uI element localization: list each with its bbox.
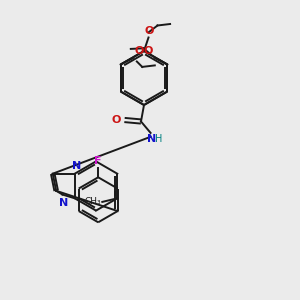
Text: CH₃: CH₃ — [84, 197, 101, 206]
Text: O: O — [112, 115, 121, 125]
Text: O: O — [135, 46, 144, 56]
Text: H: H — [155, 134, 163, 144]
Text: O: O — [144, 46, 153, 56]
Text: N: N — [59, 198, 69, 208]
Text: N: N — [147, 134, 156, 144]
Text: F: F — [94, 156, 102, 166]
Text: O: O — [144, 26, 154, 36]
Text: N: N — [72, 161, 81, 171]
